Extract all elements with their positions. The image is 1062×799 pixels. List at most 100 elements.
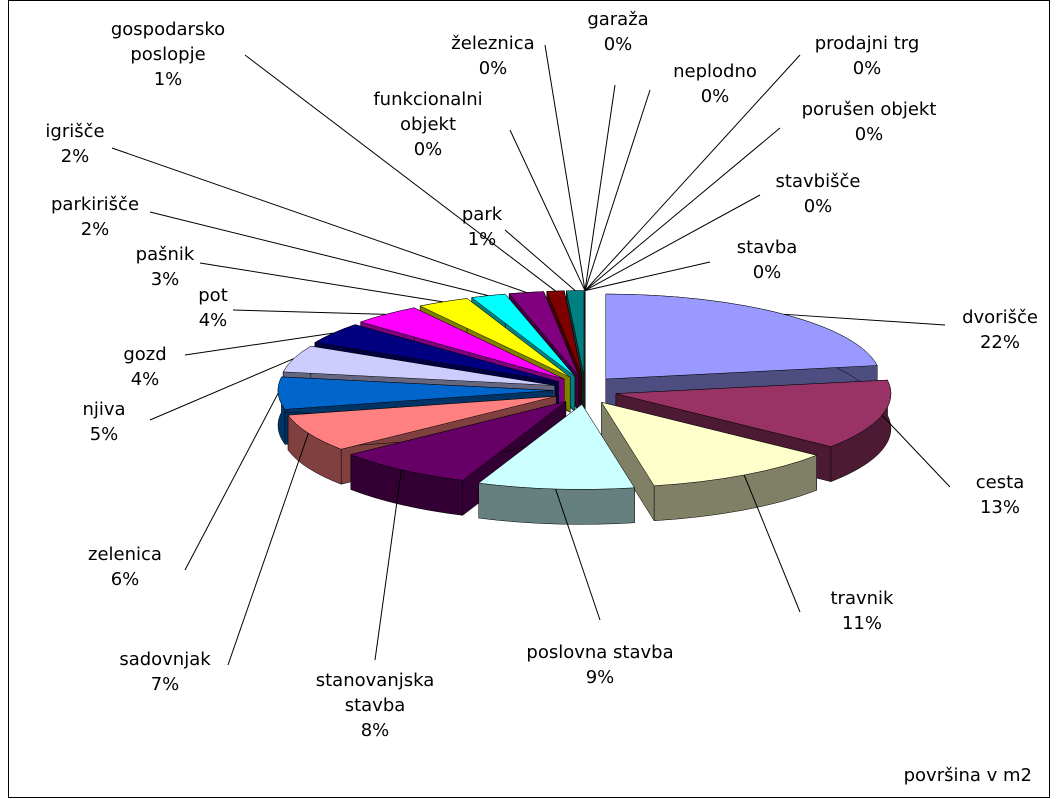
label-value: 4% — [198, 310, 228, 331]
data-label: dvorišče 22% — [920, 305, 1062, 355]
leader-line — [544, 44, 586, 291]
slice-top — [314, 324, 559, 383]
label-name: železnica — [451, 33, 535, 54]
label-name: park — [461, 204, 503, 225]
leader-line — [584, 261, 711, 292]
label-value: 11% — [841, 613, 882, 634]
data-label: cesta 13% — [940, 470, 1060, 520]
data-label: parkirišče 2% — [25, 192, 165, 242]
slice-top — [478, 403, 635, 490]
slice-top — [615, 379, 892, 447]
label-value: 5% — [89, 424, 119, 445]
pie-slice — [601, 401, 818, 522]
label-value: 0% — [803, 196, 833, 217]
leader-line — [584, 127, 781, 291]
label-value: 4% — [130, 369, 160, 390]
label-value: 1% — [153, 69, 183, 90]
data-label: garaža 0% — [568, 7, 668, 57]
leader-line — [374, 469, 402, 661]
label-name: gozd — [123, 344, 167, 365]
label-value: 1% — [467, 229, 497, 250]
label-name: stavbišče — [775, 171, 861, 192]
label-value: 0% — [852, 58, 882, 79]
leader-line — [555, 488, 601, 621]
label-value: 8% — [360, 720, 390, 741]
data-label: njiva 5% — [59, 397, 149, 447]
leader-line — [743, 474, 801, 613]
slice-top — [282, 345, 555, 386]
label-name: prodajni trg — [814, 33, 920, 54]
label-name: stavba — [736, 237, 798, 258]
label-name: dvorišče — [962, 307, 1038, 328]
leader-line — [584, 194, 761, 292]
data-label: gospodarsko poslopje 1% — [83, 17, 253, 92]
label-name: sadovnjak — [119, 649, 211, 670]
label-name: travnik — [830, 588, 894, 609]
data-label: zelenica 6% — [65, 542, 185, 592]
data-label: poslovna stavba 9% — [480, 640, 720, 690]
leader-line — [584, 89, 651, 291]
leader-line — [149, 211, 489, 297]
data-label: neplodno 0% — [645, 59, 785, 109]
data-label: stanovanjska stavba 8% — [290, 668, 460, 743]
slice-wall — [478, 482, 635, 525]
leader-line — [881, 414, 951, 488]
label-value: 22% — [979, 332, 1020, 353]
label-name: zelenica — [88, 544, 162, 565]
label-name: funkcionalni objekt — [373, 89, 483, 135]
label-name: pašnik — [135, 244, 195, 265]
label-value: 0% — [700, 86, 730, 107]
label-name: poslovna stavba — [526, 642, 674, 663]
leader-line — [509, 129, 586, 291]
data-label: stavba 0% — [707, 235, 827, 285]
label-value: 2% — [60, 146, 90, 167]
label-value: 0% — [752, 262, 782, 283]
data-label: igrišče 2% — [20, 119, 130, 169]
slice-top — [419, 298, 571, 378]
label-name: njiva — [82, 399, 126, 420]
data-label: porušen objekt 0% — [759, 97, 979, 147]
label-value: 2% — [80, 219, 110, 240]
leader-line — [232, 309, 387, 315]
label-name: garaža — [587, 9, 649, 30]
leader-line — [149, 358, 294, 421]
label-value: 6% — [110, 569, 140, 590]
label-name: neplodno — [673, 61, 757, 82]
label-name: porušen objekt — [801, 99, 937, 120]
leader-line — [184, 332, 334, 356]
frame — [8, 0, 1050, 798]
leader-line — [783, 313, 946, 326]
label-name: igrišče — [45, 121, 105, 142]
label-value: 7% — [150, 674, 180, 695]
label-value: 0% — [478, 58, 508, 79]
data-label: sadovnjak 7% — [90, 647, 240, 697]
label-value: 13% — [979, 497, 1020, 518]
data-label: železnica 0% — [423, 31, 563, 81]
leader-line — [584, 84, 616, 291]
label-name: cesta — [975, 472, 1025, 493]
slice-top — [350, 401, 567, 481]
leader-line — [199, 262, 444, 303]
label-name: pot — [198, 285, 228, 306]
label-name: stanovanjska stavba — [315, 670, 435, 716]
label-name: parkirišče — [50, 194, 140, 215]
data-label: stavbišče 0% — [743, 169, 893, 219]
series-name: površina v m2 — [903, 765, 1032, 786]
data-label: funkcionalni objekt 0% — [343, 87, 513, 162]
slice-top — [605, 293, 878, 380]
leader-line — [184, 392, 279, 571]
slice-top — [359, 307, 565, 380]
pie-slice — [478, 403, 635, 525]
data-label: pašnik 3% — [120, 242, 210, 292]
data-label: pot 4% — [168, 283, 258, 333]
data-label: gozd 4% — [100, 342, 190, 392]
slice-top — [287, 395, 557, 450]
label-value: 0% — [854, 124, 884, 145]
data-label: park 1% — [442, 202, 522, 252]
data-label: prodajni trg 0% — [777, 31, 957, 81]
data-label: travnik 11% — [802, 586, 922, 636]
label-value: 0% — [413, 139, 443, 160]
label-name: gospodarsko poslopje — [110, 19, 226, 65]
leader-line — [244, 54, 556, 292]
